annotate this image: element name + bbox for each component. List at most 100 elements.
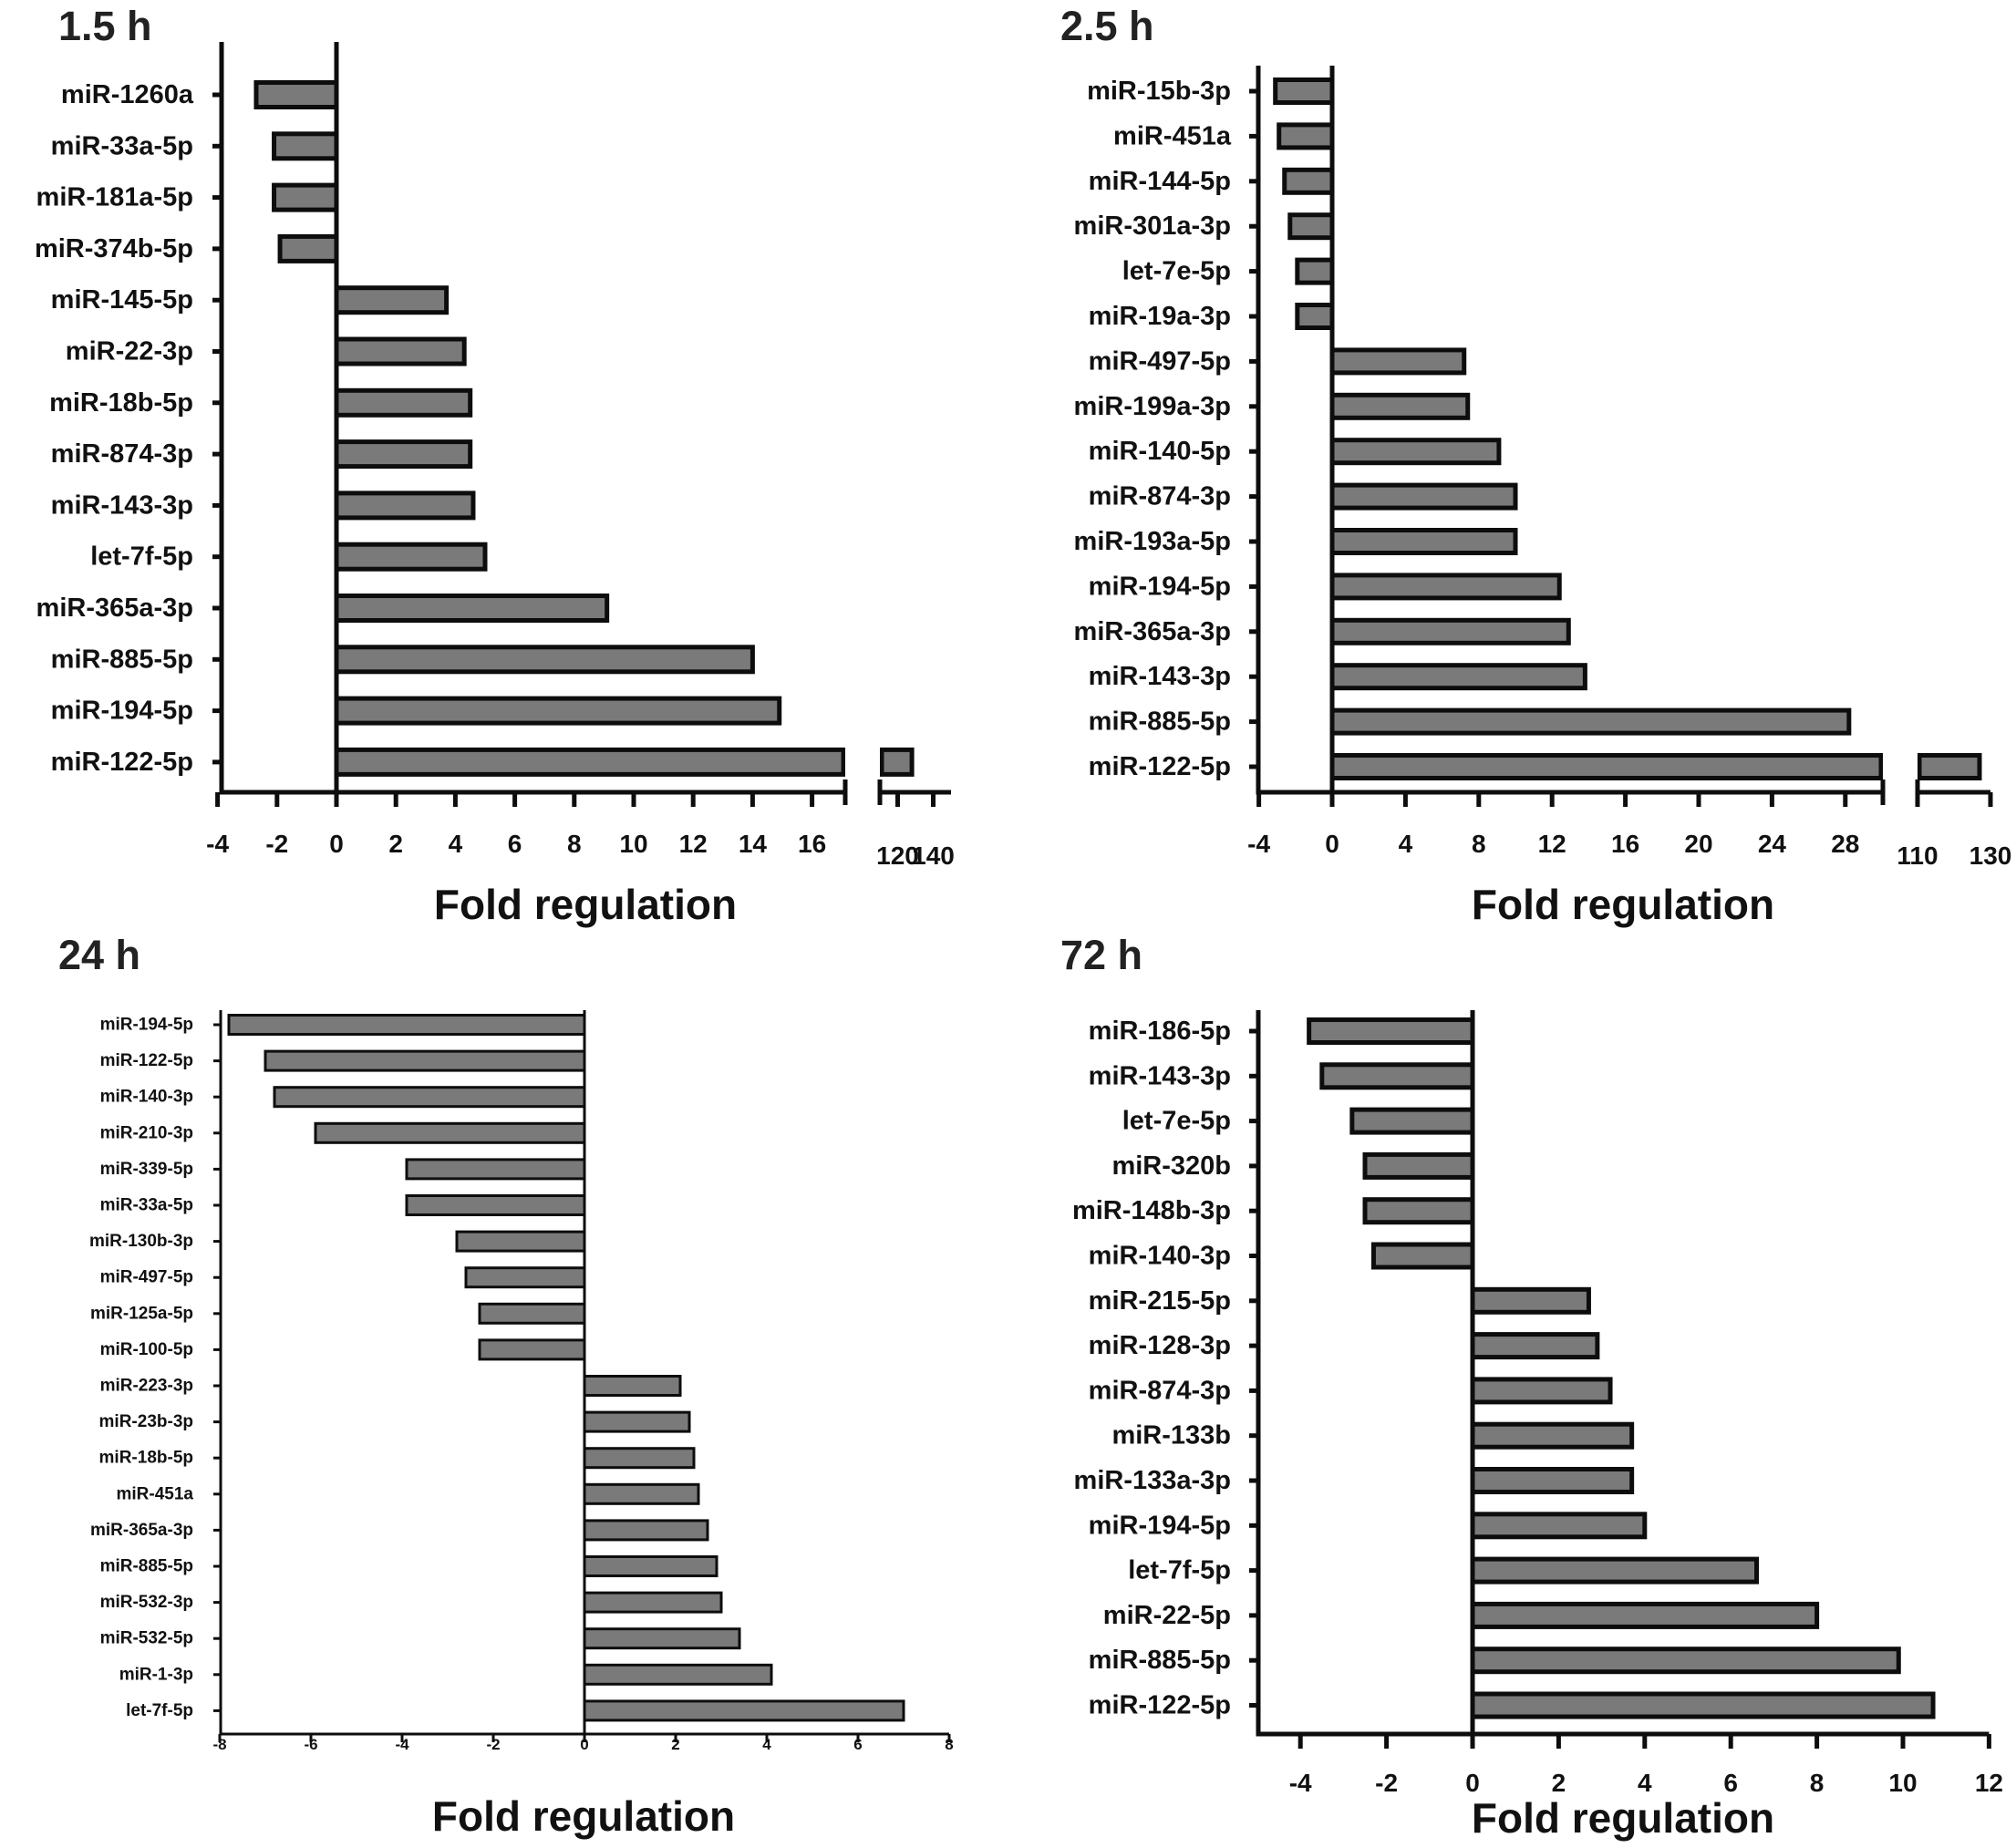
category-label: miR-210-3p bbox=[100, 1123, 193, 1142]
x-tick-label: 4 bbox=[762, 1736, 771, 1753]
bar bbox=[405, 1158, 586, 1181]
bar bbox=[583, 1555, 719, 1577]
category-label: miR-144-5p bbox=[1089, 167, 1231, 196]
category-label: miR-365a-3p bbox=[90, 1521, 193, 1540]
chart-panel-24h: 24 h Fold regulation miR-194-5p miR-122-5… bbox=[58, 932, 954, 1840]
category-label: miR-374b-5p bbox=[35, 234, 193, 263]
bar bbox=[1470, 1332, 1600, 1360]
bar bbox=[478, 1338, 586, 1361]
chart-panel-72h: 72 h Fold regulation miR-186-5p miR-143-3… bbox=[1060, 932, 2003, 1842]
category-label: miR-122-5p bbox=[51, 748, 193, 777]
bar bbox=[583, 1519, 709, 1542]
category-label: miR-1-3p bbox=[119, 1665, 193, 1684]
x-tick-label: 8 bbox=[945, 1736, 953, 1753]
x-tick-label: -8 bbox=[212, 1736, 226, 1753]
bar bbox=[334, 336, 467, 367]
x-tick-label: 4 bbox=[449, 830, 463, 858]
bar bbox=[334, 542, 488, 572]
category-label: miR-194-5p bbox=[51, 697, 193, 726]
bar bbox=[334, 645, 755, 675]
x-tick-label: 120 bbox=[876, 841, 919, 870]
bar bbox=[334, 747, 846, 777]
x-axis-title: Fold regulation bbox=[432, 1792, 735, 1840]
x-tick-label: 6 bbox=[853, 1736, 862, 1753]
bar bbox=[334, 696, 782, 726]
category-label: miR-143-3p bbox=[1089, 662, 1231, 691]
x-tick-label: -4 bbox=[206, 830, 229, 858]
category-label: miR-451a bbox=[1113, 121, 1232, 150]
bar bbox=[1329, 392, 1471, 420]
chart-title: 72 h bbox=[1060, 932, 1142, 978]
bar bbox=[334, 285, 450, 315]
chart-title: 24 h bbox=[58, 932, 140, 978]
category-label: miR-140-3p bbox=[100, 1088, 193, 1107]
category-label: miR-18b-5p bbox=[99, 1449, 193, 1468]
category-label: miR-22-5p bbox=[1103, 1601, 1231, 1630]
category-label: miR-874-3p bbox=[1089, 482, 1231, 511]
category-label: miR-143-3p bbox=[1089, 1061, 1231, 1090]
bar bbox=[1329, 528, 1518, 555]
category-label: miR-130b-3p bbox=[89, 1232, 193, 1251]
bar bbox=[583, 1410, 691, 1433]
x-tick-label: 10 bbox=[619, 830, 647, 858]
category-label: miR-128-3p bbox=[1089, 1331, 1231, 1360]
category-label: miR-100-5p bbox=[100, 1340, 193, 1359]
x-tick-label: 2 bbox=[671, 1736, 679, 1753]
bar bbox=[1362, 1197, 1475, 1225]
bar bbox=[1329, 707, 1852, 736]
bar bbox=[1470, 1286, 1591, 1315]
chart-panel-2-5h: 2.5 h Fold regulation miR-15b-3p miR-451a… bbox=[1060, 3, 2011, 928]
bar bbox=[334, 387, 473, 418]
x-tick-label: 0 bbox=[329, 830, 344, 858]
category-label: miR-140-3p bbox=[1089, 1242, 1231, 1271]
x-tick-label: -4 bbox=[1289, 1769, 1312, 1797]
bar bbox=[1329, 347, 1467, 376]
x-tick-label: -2 bbox=[265, 830, 288, 858]
x-tick-label: -4 bbox=[1247, 830, 1270, 858]
bar bbox=[334, 594, 610, 623]
bar-break-segment bbox=[1917, 753, 1982, 780]
bar bbox=[1470, 1556, 1760, 1585]
category-label: miR-1260a bbox=[61, 80, 194, 109]
bar bbox=[583, 1375, 682, 1397]
bar bbox=[334, 490, 476, 521]
x-tick-label: 4 bbox=[1638, 1769, 1652, 1797]
category-label: miR-181a-5p bbox=[36, 183, 193, 212]
bar bbox=[1349, 1107, 1475, 1135]
category-label: miR-223-3p bbox=[100, 1377, 193, 1396]
x-tick-label: 130 bbox=[1969, 841, 2012, 870]
bar bbox=[1329, 753, 1884, 780]
x-axis-title: Fold regulation bbox=[1472, 881, 1774, 928]
bar bbox=[1470, 1691, 1936, 1719]
x-tick-label: 0 bbox=[1465, 1769, 1480, 1797]
x-tick-label: 0 bbox=[580, 1736, 588, 1753]
bar bbox=[583, 1663, 773, 1686]
category-label: miR-145-5p bbox=[51, 285, 193, 315]
chart-panel-1-5h: 1.5 h Fold regulation miR-1260a miR-33a-5… bbox=[35, 3, 955, 928]
bar-break-segment bbox=[879, 747, 915, 777]
plot-area: miR-194-5p miR-122-5p miR-140-3p miR-210-3p… bbox=[89, 1010, 954, 1753]
bar bbox=[1295, 303, 1335, 330]
x-tick-label: 12 bbox=[1975, 1769, 2003, 1797]
category-label: miR-215-5p bbox=[1089, 1286, 1231, 1316]
x-tick-label: 8 bbox=[567, 830, 582, 858]
category-label: miR-143-3p bbox=[51, 490, 193, 520]
category-label: miR-532-5p bbox=[100, 1629, 193, 1648]
category-label: miR-148b-3p bbox=[1072, 1196, 1231, 1225]
category-label: miR-532-3p bbox=[100, 1593, 193, 1612]
category-label: miR-301a-3p bbox=[1074, 212, 1231, 241]
chart-title: 2.5 h bbox=[1060, 3, 1154, 49]
bar bbox=[1470, 1377, 1613, 1405]
category-label: miR-365a-3p bbox=[36, 594, 193, 623]
bar bbox=[1470, 1467, 1635, 1494]
bar bbox=[1319, 1062, 1475, 1090]
bar bbox=[1329, 438, 1502, 466]
chart-title: 1.5 h bbox=[58, 3, 152, 49]
category-label: miR-133a-3p bbox=[1074, 1466, 1231, 1495]
category-label: miR-874-3p bbox=[51, 439, 193, 469]
bar bbox=[583, 1482, 700, 1505]
category-label: miR-19a-3p bbox=[1089, 302, 1231, 331]
x-tick-label: 2 bbox=[1552, 1769, 1566, 1797]
x-tick-label: -2 bbox=[1375, 1769, 1398, 1797]
bar bbox=[1307, 1017, 1475, 1045]
